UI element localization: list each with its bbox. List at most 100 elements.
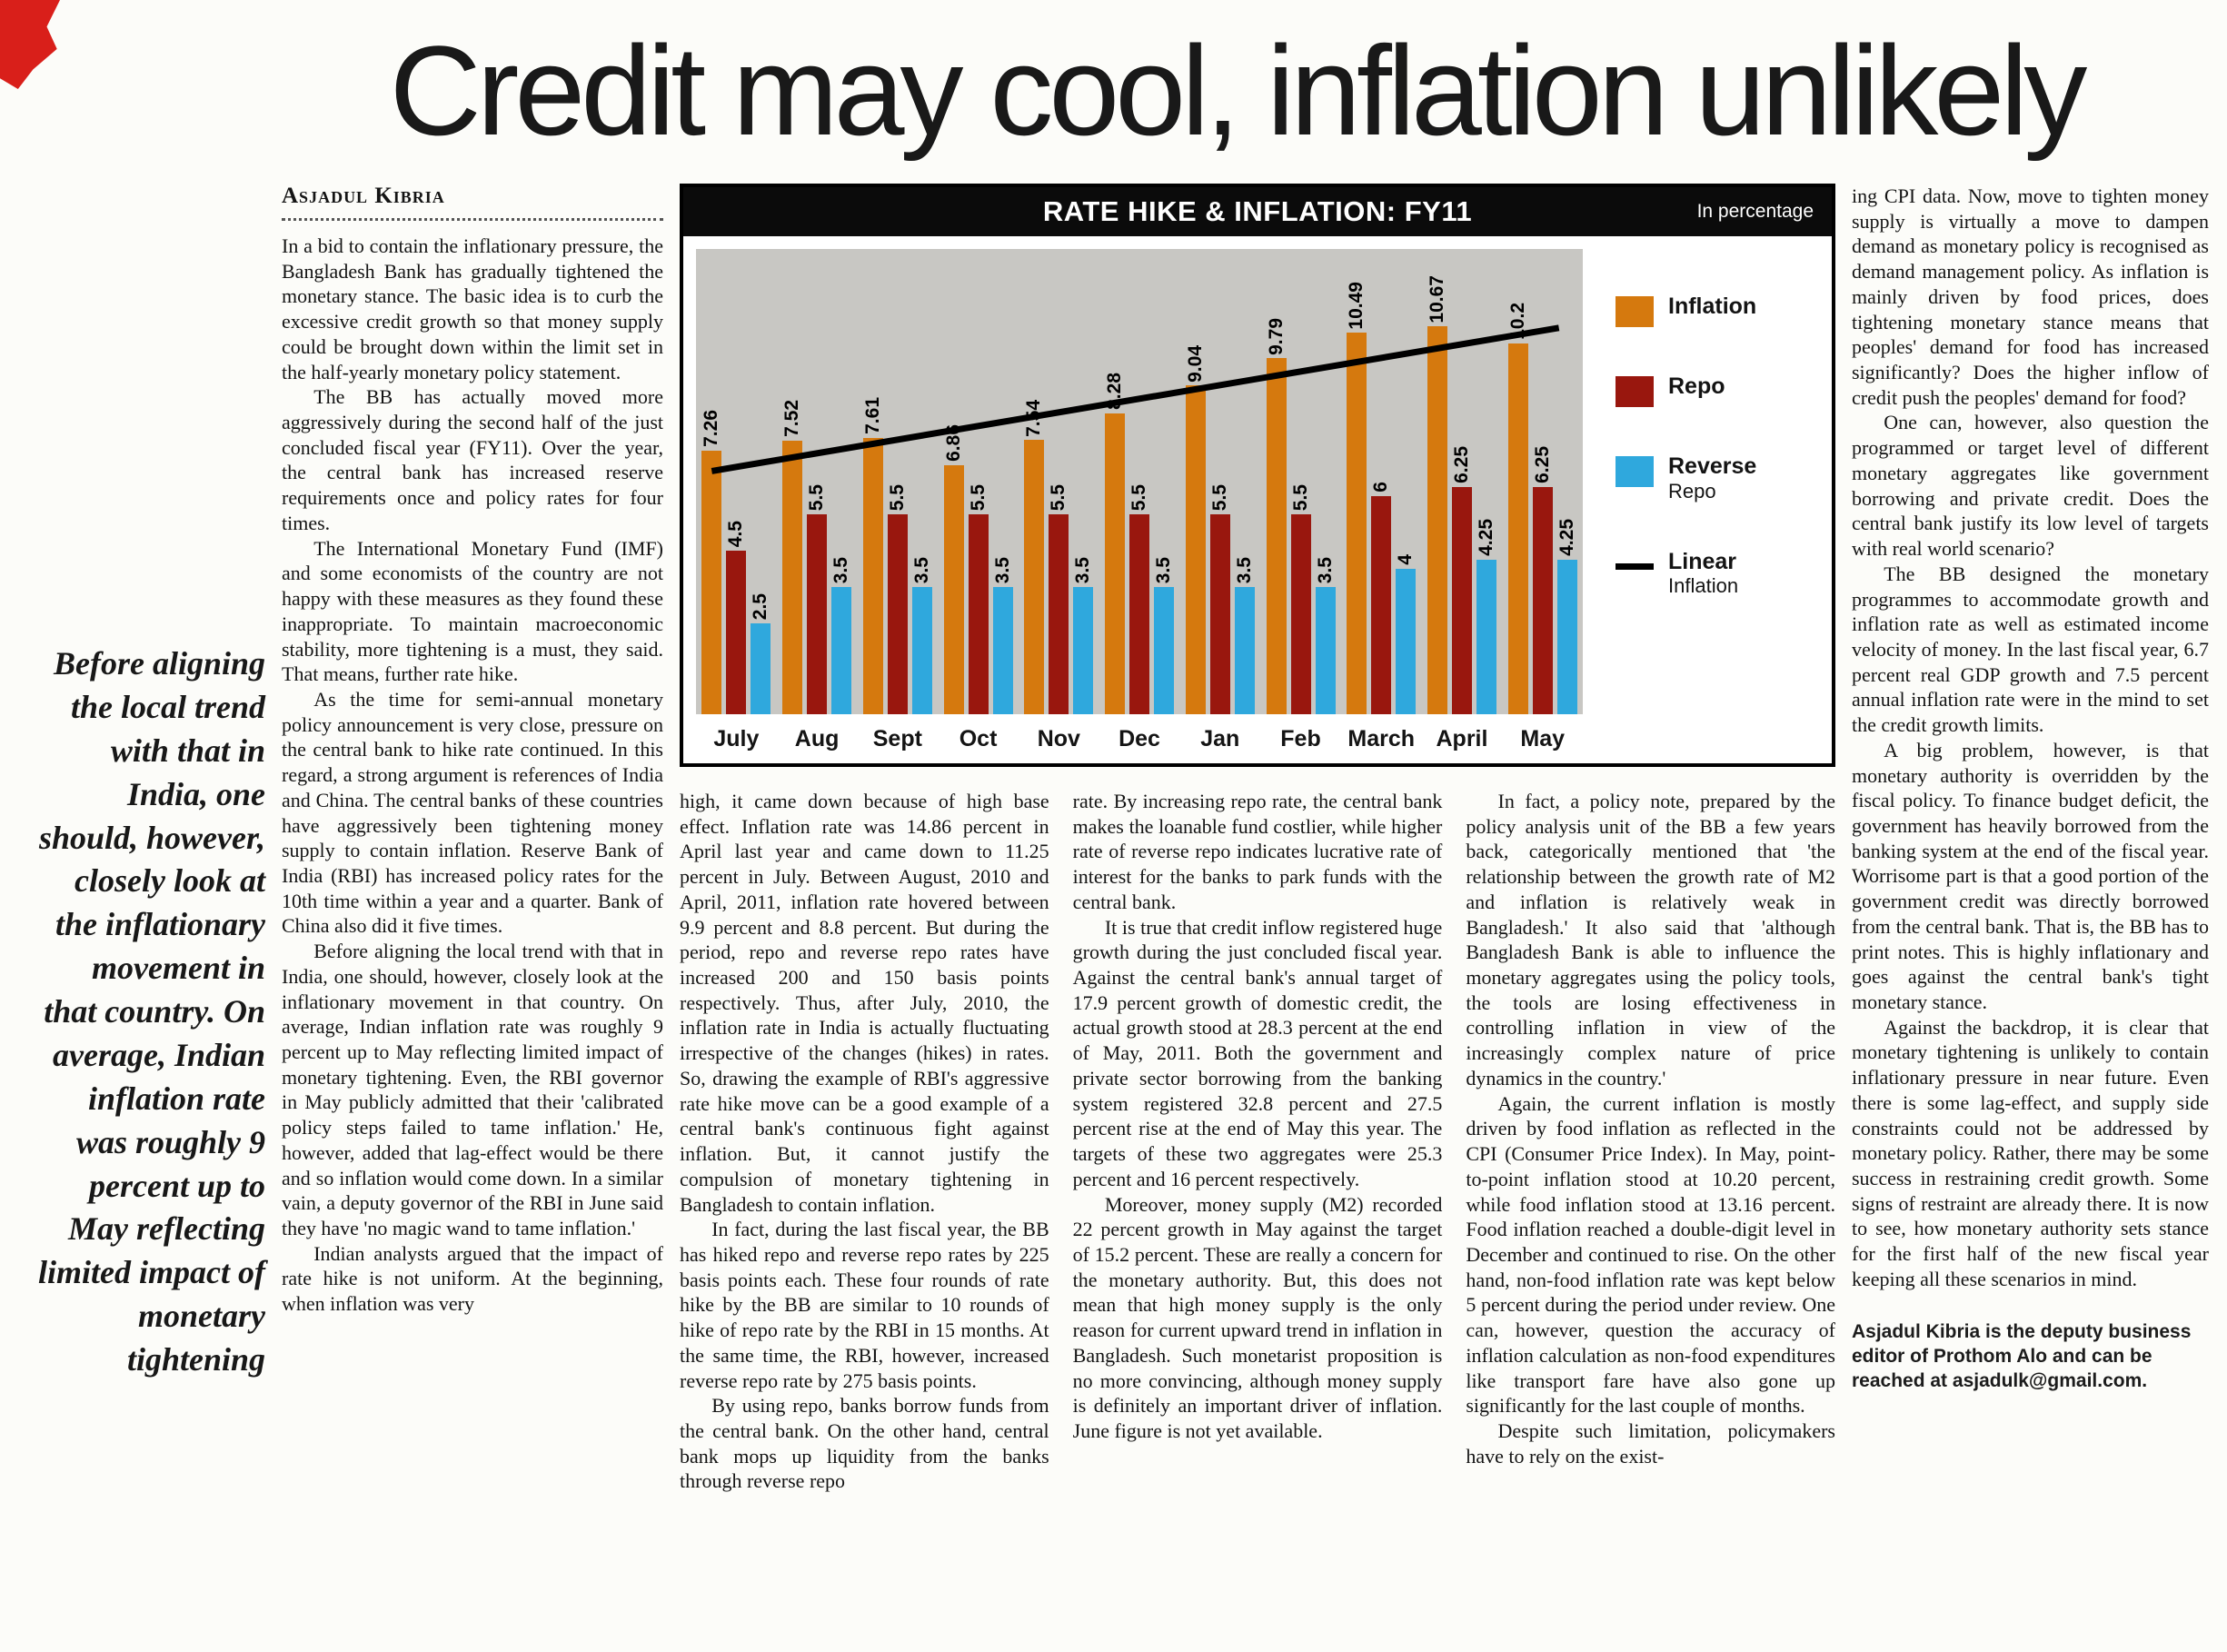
- bar-group-may: 10.2 6.25 4.25: [1502, 249, 1583, 714]
- bar-unit: 5.5: [1290, 249, 1312, 714]
- bar-unit: 3.5: [830, 249, 852, 714]
- month-axis: July Aug Sept Oct Nov Dec Jan Feb March April May: [696, 714, 1583, 763]
- bar-value-label: 5.5: [1048, 483, 1069, 511]
- month-label-oct: Oct: [959, 725, 998, 751]
- bar-value-label: 4: [1395, 554, 1417, 565]
- bottom-columns: high, it came down because of high base …: [680, 789, 1835, 1494]
- bar-unit: 3.5: [1315, 249, 1337, 714]
- bar-value-label: 7.54: [1023, 399, 1045, 437]
- bar-repo: [1451, 487, 1472, 714]
- bar-value-label: 2.5: [750, 592, 771, 620]
- paragraph: The BB designed the monetary programmes …: [1852, 562, 2209, 737]
- linear-line-swatch-icon: [1616, 562, 1654, 570]
- bar-unit: 5.5: [968, 249, 989, 714]
- bar-group-april: 10.67 6.25 4.25: [1422, 249, 1503, 714]
- bar-unit: 7.52: [781, 249, 803, 714]
- legend-label: Reverse: [1668, 453, 1757, 479]
- bar-value-label: 6.25: [1531, 446, 1553, 483]
- bar-repo: [1532, 487, 1553, 714]
- month-label-aug: Aug: [794, 725, 840, 751]
- bar-reverse-repo: [1396, 569, 1417, 714]
- month-label-jan: Jan: [1200, 725, 1240, 751]
- bar-inflation: [943, 464, 964, 714]
- legend-label: Repo: [1668, 373, 1725, 399]
- paragraph: Before aligning the local trend with tha…: [282, 940, 663, 1240]
- bar-unit: 3.5: [1153, 249, 1175, 714]
- bar-group-oct: 6.86 5.5 3.5: [938, 249, 1019, 714]
- bar-unit: 3.5: [1072, 249, 1094, 714]
- bar-repo: [1371, 496, 1392, 714]
- bar-value-label: 4.25: [1475, 519, 1496, 556]
- bar-group-feb: 9.79 5.5 3.5: [1260, 249, 1341, 714]
- bar-value-label: 5.5: [1289, 483, 1311, 511]
- bar-groups: 7.26 4.5 2.5 7.52 5.5 3.5 7.61 5.5 3.5 6.86 5.5 3.5…: [696, 249, 1583, 714]
- center-area: RATE HIKE & INFLATION: FY11 In percentag…: [680, 184, 1835, 1494]
- article-column-4: In fact, a policy note, prepared by the …: [1466, 789, 1835, 1494]
- bar-value-label: 7.52: [781, 400, 803, 438]
- bar-value-label: 3.5: [830, 556, 852, 583]
- paragraph: The BB has actually moved more aggressiv…: [282, 385, 663, 534]
- bar-inflation: [1105, 413, 1126, 714]
- bar-inflation: [1427, 326, 1447, 714]
- inflation-swatch-icon: [1616, 296, 1654, 327]
- legend-item-reverse-repo: Reverse Repo: [1616, 453, 1824, 503]
- month-label-nov: Nov: [1037, 725, 1080, 751]
- bar-reverse-repo: [831, 587, 852, 714]
- bar-inflation: [1185, 385, 1206, 714]
- pull-quote: Before aligning the local trend with tha…: [38, 645, 265, 1378]
- bar-unit: 7.61: [862, 249, 884, 714]
- bar-unit: 9.79: [1266, 249, 1287, 714]
- paragraph: One can, however, also question the prog…: [1852, 411, 2209, 561]
- repo-swatch-icon: [1616, 376, 1654, 407]
- legend-label: Inflation: [1668, 294, 1757, 319]
- paragraph: Despite such limitation, policymakers ha…: [1466, 1418, 1835, 1468]
- bar-repo: [887, 514, 908, 714]
- bar-reverse-repo: [1556, 560, 1577, 714]
- bar-repo: [726, 551, 747, 714]
- paragraph: ing CPI data. Now, move to tighten money…: [1852, 184, 2209, 409]
- month-label-july: July: [713, 725, 760, 751]
- bar-unit: 4.25: [1556, 249, 1578, 714]
- bar-unit: 10.49: [1346, 249, 1367, 714]
- bar-repo: [1290, 514, 1311, 714]
- bar-repo: [1129, 514, 1150, 714]
- bar-reverse-repo: [1476, 560, 1496, 714]
- bar-unit: 7.54: [1023, 249, 1045, 714]
- bar-unit: 3.5: [911, 249, 933, 714]
- paragraph: As the time for semi-annual monetary pol…: [282, 687, 663, 938]
- reverse-repo-swatch-icon: [1616, 456, 1654, 487]
- bar-reverse-repo: [751, 623, 771, 714]
- bar-unit: 2.5: [750, 249, 771, 714]
- bar-reverse-repo: [1315, 587, 1336, 714]
- rate-hike-inflation-chart: RATE HIKE & INFLATION: FY11 In percentag…: [680, 184, 1835, 767]
- bar-value-label: 3.5: [1072, 556, 1094, 583]
- paragraph: Moreover, money supply (M2) recorded 22 …: [1072, 1192, 1443, 1442]
- legend-item-linear-inflation: Linear Inflation: [1616, 549, 1824, 598]
- bar-value-label: 3.5: [1314, 556, 1336, 583]
- bar-group-sept: 7.61 5.5 3.5: [857, 249, 938, 714]
- column-5-text: ing CPI data. Now, move to tighten money…: [1852, 184, 2209, 1292]
- bar-inflation: [701, 450, 722, 714]
- article-column-5: ing CPI data. Now, move to tighten money…: [1852, 184, 2209, 1394]
- bar-unit: 5.5: [1048, 249, 1069, 714]
- bar-unit: 5.5: [1209, 249, 1231, 714]
- paragraph: In fact, during the last fiscal year, th…: [680, 1218, 1049, 1392]
- bar-value-label: 9.04: [1184, 344, 1206, 383]
- bar-unit: 10.67: [1427, 249, 1448, 714]
- bar-unit: 6: [1370, 249, 1392, 714]
- bar-inflation: [862, 437, 883, 714]
- month-label-march: March: [1347, 725, 1416, 751]
- bar-repo: [1209, 514, 1230, 714]
- bar-unit: 4.5: [725, 249, 747, 714]
- legend-sublabel: Inflation: [1668, 574, 1739, 598]
- legend-sublabel: Repo: [1668, 479, 1716, 503]
- bar-value-label: 5.5: [1128, 483, 1150, 511]
- bar-value-label: 4.5: [725, 520, 747, 547]
- headline: Credit may cool, inflation unlikely: [389, 19, 2088, 162]
- bar-repo: [807, 514, 828, 714]
- bar-value-label: 9.79: [1265, 317, 1287, 355]
- chart-body: 7.26 4.5 2.5 7.52 5.5 3.5 7.61 5.5 3.5 6.86 5.5 3.5…: [683, 236, 1832, 763]
- paragraph: In a bid to contain the inflationary pre…: [282, 234, 663, 383]
- legend-item-inflation: Inflation: [1616, 294, 1824, 327]
- bar-reverse-repo: [1073, 587, 1094, 714]
